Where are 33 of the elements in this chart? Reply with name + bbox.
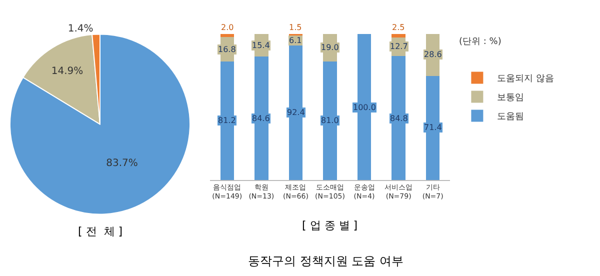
data-label: 14.9% [51,66,84,78]
bar [392,56,406,180]
data-label: 1.4% [68,23,94,34]
data-label: 71.4 [424,123,442,132]
data-label: 2.0 [221,23,234,32]
data-label: 16.8 [218,45,236,54]
data-label: 15.4 [252,41,270,50]
data-label: 12.7 [390,42,408,51]
bar [323,62,337,180]
data-label: 83.7% [106,158,138,169]
data-label: 84.8 [390,114,408,123]
bar [288,45,303,180]
bar [254,56,268,180]
x-axis-title: [ 업 종 별 ] [302,219,358,232]
data-label: 28.6 [424,50,442,59]
bar [392,34,406,38]
data-label: 81.0 [321,116,339,125]
data-label: 2.5 [392,23,405,32]
text: 동작구의 정책지원 도움 여부 [248,254,404,268]
legend-label: 도움됨 [497,112,524,122]
bar [220,34,234,37]
text: [ 전 체 ] [78,225,123,238]
data-label: 84.6 [252,114,270,123]
text: (단위 : %) [459,37,502,47]
data-label: 100.0 [353,103,376,112]
legend-label: 도움되지 않음 [497,74,554,84]
data-label: 19.0 [321,43,339,52]
data-label: 81.2 [218,116,236,125]
data-label: 6.1 [289,36,302,45]
data-label: 1.5 [289,23,302,32]
bar [220,61,234,180]
legend-label: 보통임 [497,93,524,104]
data-label: 92.4 [287,108,305,117]
